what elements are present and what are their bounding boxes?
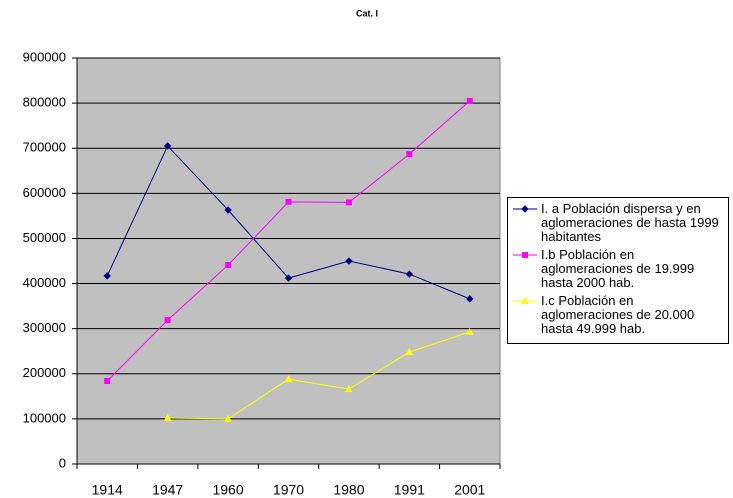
marker	[345, 257, 353, 265]
plot-area	[76, 57, 501, 465]
x-tick-label: 1914	[92, 482, 123, 498]
x-tick-label: 1970	[273, 482, 304, 498]
y-tick-label: 900000	[23, 49, 66, 64]
series-line	[167, 331, 470, 420]
x-tick-label: 1991	[394, 482, 425, 498]
marker	[285, 198, 292, 205]
y-tick-label: 200000	[23, 365, 66, 380]
y-tick-label: 100000	[23, 410, 66, 425]
y-tick-label: 800000	[23, 95, 66, 110]
x-tick-label: 2001	[454, 482, 485, 498]
legend-label: I.b Población en aglomeraciones de 19.99…	[541, 247, 695, 290]
y-tick-label: 400000	[23, 275, 66, 290]
marker	[521, 296, 529, 304]
marker	[284, 375, 293, 383]
y-tick-label: 600000	[23, 185, 66, 200]
marker	[164, 317, 171, 324]
marker	[405, 348, 414, 356]
marker	[466, 97, 473, 104]
marker	[405, 270, 414, 278]
legend-label: I.c Población en aglomeraciones de 20.00…	[541, 293, 695, 336]
marker	[224, 206, 232, 214]
marker	[345, 199, 352, 206]
legend: I. a Población dispersa y en aglomeracio…	[507, 197, 729, 344]
marker	[103, 272, 111, 280]
marker	[284, 274, 293, 282]
marker	[466, 295, 474, 303]
legend-swatch	[513, 205, 537, 213]
legend-item: I.b Población en aglomeraciones de 19.99…	[508, 248, 728, 290]
x-tick-label: 1980	[333, 482, 364, 498]
marker	[224, 414, 232, 422]
marker	[163, 142, 172, 150]
legend-label: I. a Población dispersa y en aglomeracio…	[541, 201, 719, 244]
legend-item: I.c Población en aglomeraciones de 20.00…	[508, 294, 728, 336]
y-tick-label: 500000	[23, 230, 66, 245]
marker	[406, 151, 413, 158]
marker	[521, 205, 529, 213]
legend-swatch	[513, 252, 537, 258]
marker	[465, 327, 474, 335]
y-tick-label: 300000	[23, 320, 66, 335]
y-tick-label: 700000	[23, 140, 66, 155]
legend-swatch	[513, 296, 537, 304]
y-tick-label: 0	[59, 455, 66, 470]
x-tick-label: 1960	[212, 482, 243, 498]
marker	[104, 377, 111, 384]
x-tick-label: 1947	[152, 482, 183, 498]
legend-item: I. a Población dispersa y en aglomeracio…	[508, 202, 728, 244]
chart-title: Cat. I	[356, 8, 378, 18]
marker	[522, 252, 528, 258]
marker	[345, 385, 353, 393]
marker	[163, 413, 172, 421]
marker	[225, 262, 232, 269]
